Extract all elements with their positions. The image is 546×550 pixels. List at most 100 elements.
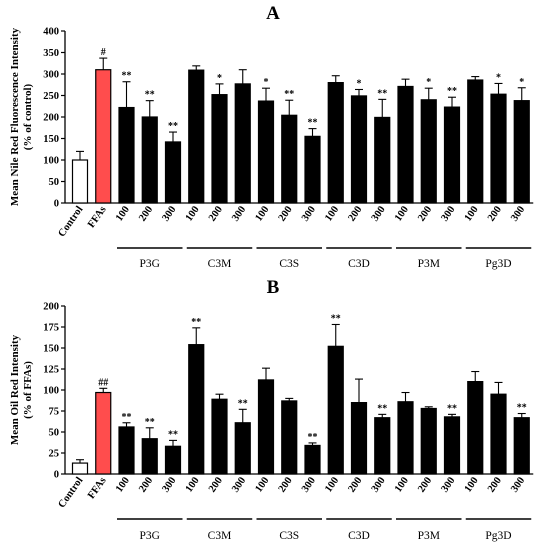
x-tick-label: 300 bbox=[439, 204, 457, 223]
bar bbox=[281, 400, 298, 475]
significance-mark: ** bbox=[168, 429, 178, 440]
x-tick-label: Control bbox=[56, 475, 85, 510]
significance-mark: ** bbox=[447, 403, 457, 414]
bar bbox=[350, 95, 368, 204]
bar bbox=[95, 391, 112, 475]
bar bbox=[467, 79, 484, 204]
group-label: C3D bbox=[348, 258, 370, 270]
bar bbox=[71, 159, 89, 204]
x-tick-label: 200 bbox=[346, 475, 364, 494]
y-tick-label: 350 bbox=[43, 48, 59, 59]
group-label: P3G bbox=[140, 530, 160, 542]
group-label: C3S bbox=[279, 258, 299, 270]
significance-mark: ** bbox=[238, 398, 248, 409]
x-tick-label: 200 bbox=[207, 475, 225, 494]
bar bbox=[95, 69, 112, 204]
x-tick-label: 200 bbox=[346, 204, 364, 223]
x-tick-label: 100 bbox=[184, 475, 202, 494]
significance-mark: ** bbox=[447, 86, 457, 97]
bar bbox=[211, 94, 228, 204]
significance-mark: * bbox=[519, 77, 524, 88]
significance-mark: ** bbox=[517, 403, 527, 414]
y-tick-label: 100 bbox=[43, 156, 59, 167]
y-tick-label: 125 bbox=[43, 365, 59, 376]
y-tick-label: 50 bbox=[49, 177, 60, 188]
bar bbox=[234, 83, 251, 204]
group-label: C3D bbox=[348, 530, 370, 542]
group-label: Pg3D bbox=[485, 530, 511, 542]
significance-mark: ** bbox=[284, 89, 294, 100]
y-tick-label: 175 bbox=[43, 323, 59, 334]
significance-mark: * bbox=[496, 72, 501, 83]
bar bbox=[513, 417, 530, 475]
group-label: P3G bbox=[140, 258, 160, 270]
bar bbox=[420, 99, 437, 204]
y-axis-label: Mean Nile Red Fluorescence Intensity bbox=[9, 27, 21, 206]
bar bbox=[443, 106, 461, 204]
x-tick-label: 100 bbox=[184, 204, 202, 223]
x-tick-label: 300 bbox=[439, 475, 457, 494]
significance-mark: ** bbox=[191, 317, 201, 328]
bar bbox=[327, 81, 344, 204]
bar bbox=[374, 116, 391, 204]
significance-mark: * bbox=[264, 77, 269, 88]
significance-mark: ** bbox=[308, 118, 318, 129]
bar bbox=[420, 407, 437, 475]
x-tick-label: 100 bbox=[393, 204, 411, 223]
bar bbox=[490, 93, 507, 204]
significance-mark: * bbox=[426, 77, 431, 88]
y-tick-label: 300 bbox=[43, 70, 59, 81]
x-tick-label: 100 bbox=[253, 204, 271, 223]
bar bbox=[211, 398, 228, 475]
bar bbox=[281, 114, 298, 204]
y-axis-label: Mean Oil Red Intensity bbox=[9, 334, 21, 445]
bar bbox=[188, 344, 205, 475]
x-tick-label: 300 bbox=[370, 475, 388, 494]
x-tick-label: 300 bbox=[300, 204, 318, 223]
significance-mark: ** bbox=[145, 90, 155, 101]
x-tick-label: FFAs bbox=[86, 204, 109, 230]
x-tick-label: 100 bbox=[323, 204, 341, 223]
x-tick-label: 300 bbox=[230, 204, 248, 223]
y-tick-label: 0 bbox=[54, 470, 59, 481]
y-tick-label: 200 bbox=[43, 302, 59, 313]
x-tick-label: 100 bbox=[114, 204, 132, 223]
x-tick-label: 100 bbox=[114, 475, 132, 494]
bar bbox=[304, 444, 321, 475]
x-tick-label: Control bbox=[56, 204, 85, 239]
significance-mark: ** bbox=[377, 403, 387, 414]
bar bbox=[397, 401, 414, 475]
bar bbox=[490, 393, 507, 475]
y-tick-label: 150 bbox=[43, 134, 59, 145]
x-tick-label: 200 bbox=[207, 204, 225, 223]
y-axis-label: (% of control) bbox=[22, 83, 34, 150]
y-tick-label: 100 bbox=[43, 386, 59, 397]
y-tick-label: 400 bbox=[43, 27, 59, 38]
x-tick-label: 200 bbox=[277, 475, 295, 494]
bar bbox=[164, 445, 182, 475]
x-tick-label: 200 bbox=[137, 475, 155, 494]
bar bbox=[397, 85, 414, 204]
y-tick-label: 200 bbox=[43, 113, 59, 124]
bar bbox=[118, 426, 135, 475]
group-label: Pg3D bbox=[485, 258, 511, 270]
significance-mark: ** bbox=[308, 432, 318, 443]
significance-mark: ** bbox=[168, 121, 178, 132]
significance-mark: ## bbox=[98, 377, 108, 388]
group-label: C3S bbox=[279, 530, 299, 542]
group-label: P3M bbox=[418, 258, 440, 270]
significance-mark: ** bbox=[122, 71, 132, 82]
bar bbox=[327, 345, 344, 475]
y-tick-label: 150 bbox=[43, 344, 59, 355]
group-label: C3M bbox=[208, 258, 232, 270]
bar bbox=[257, 379, 275, 475]
significance-mark: ** bbox=[122, 412, 132, 423]
x-tick-label: 200 bbox=[486, 475, 504, 494]
bar bbox=[513, 100, 530, 204]
bar bbox=[304, 135, 321, 204]
x-tick-label: 300 bbox=[509, 204, 527, 223]
significance-mark: # bbox=[101, 47, 106, 58]
bar bbox=[443, 416, 461, 475]
x-tick-label: 100 bbox=[323, 475, 341, 494]
